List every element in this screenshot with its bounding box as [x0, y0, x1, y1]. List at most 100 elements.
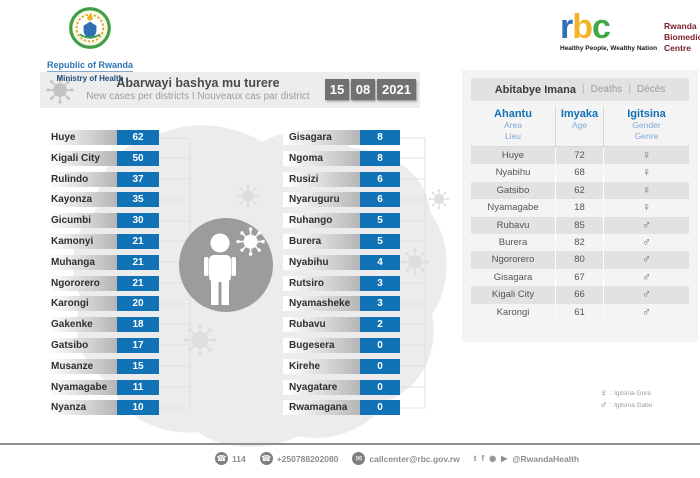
case-row: Nyanza 10	[45, 400, 159, 416]
case-row: Nyamasheke 3	[283, 296, 400, 312]
case-count-badge: 20	[117, 296, 159, 312]
phone-icon: ☎	[215, 452, 228, 465]
death-age: 62	[555, 181, 603, 200]
death-table-row: Rubavu 85 ♂	[471, 216, 689, 234]
ministry-country-label: Republic of Rwanda	[46, 60, 133, 72]
case-row: Burera 5	[283, 233, 400, 249]
death-age: 80	[555, 251, 603, 269]
death-age: 72	[555, 147, 603, 165]
case-row: Nyabihu 4	[283, 254, 400, 270]
deaths-title-en: Deaths	[590, 84, 623, 95]
footer-divider	[0, 443, 700, 445]
case-count-badge: 17	[117, 337, 159, 353]
gender-symbol: ♂	[603, 268, 689, 287]
death-area: Kigali City	[491, 289, 535, 301]
death-area: Nyabihu	[495, 167, 531, 179]
district-label: Rubavu	[283, 317, 360, 333]
gender-symbol: ♀	[603, 199, 689, 217]
column-header-gender: Igitsina Gender Genre	[603, 106, 689, 147]
rbc-wordmark: rbc	[560, 8, 611, 46]
case-count-badge: 4	[360, 254, 400, 270]
case-row: Ngoma 8	[283, 150, 400, 166]
death-age: 18	[555, 199, 603, 217]
case-row: Rwamagana 0	[283, 400, 400, 416]
case-row: Gatsibo 17	[45, 337, 159, 353]
death-area: Huye	[501, 150, 525, 161]
case-row: Gicumbi 30	[45, 213, 159, 229]
district-label: Kamonyi	[45, 233, 117, 249]
deaths-panel: Abitabye Imana | Deaths | Décès Ahantu A…	[462, 70, 698, 342]
case-count-badge: 2	[360, 317, 400, 333]
case-count-badge: 21	[117, 254, 159, 270]
cases-column-left: Huye 62 Kigali City 50 Rulindo 37 Kayonz…	[45, 130, 159, 416]
case-row: Musanze 15	[45, 358, 159, 374]
instagram-icon: ◉	[489, 454, 497, 463]
case-count-badge: 62	[117, 130, 159, 145]
deaths-title-rw: Abitabye Imana	[494, 83, 577, 96]
district-label: Nyagatare	[283, 379, 360, 395]
death-table-row: Gisagara 67 ♂	[471, 268, 689, 287]
deaths-table-header: Ahantu Area Lieu Imyaka Age Igitsina Gen…	[471, 106, 689, 148]
gender-symbol: ♂	[603, 303, 689, 321]
footer-contact-bar: ☎ 114 ☎ +250788202080 ✉ callcenter@rbc.g…	[215, 452, 579, 465]
hotline: ☎ 114	[215, 452, 246, 465]
rbc-logo: rbc Healthy People, Wealthy Nation Rwand…	[560, 8, 700, 54]
death-area: Ngororero	[491, 254, 535, 266]
district-label: Kirehe	[283, 358, 360, 374]
gender-legend: ♀ : Igitsina Gore ♂ : Igitsina Gabo	[600, 387, 652, 411]
gender-symbol: ♀	[603, 164, 689, 182]
case-row: Nyagatare 0	[283, 379, 400, 395]
case-row: Ngororero 21	[45, 275, 159, 291]
person-icon	[204, 226, 266, 305]
case-row: Gakenke 18	[45, 317, 159, 333]
case-row: Rubavu 2	[283, 317, 400, 333]
case-count-badge: 5	[360, 213, 400, 229]
death-table-row: Karongi 61 ♂	[471, 303, 689, 321]
district-label: Rusizi	[283, 171, 360, 187]
case-count-badge: 5	[360, 233, 400, 249]
report-date: 15 08 2021	[325, 79, 416, 100]
case-count-badge: 50	[117, 150, 159, 166]
youtube-icon: ▶	[501, 454, 508, 463]
district-label: Ruhango	[283, 213, 360, 229]
case-count-badge: 0	[360, 358, 400, 374]
case-count-badge: 10	[117, 400, 159, 416]
email-icon: ✉	[352, 452, 366, 465]
district-label: Musanze	[45, 358, 117, 374]
case-count-badge: 0	[360, 337, 400, 353]
death-table-row: Gatsibo 62 ♀	[471, 181, 689, 200]
case-row: Kirehe 0	[283, 358, 400, 374]
case-row: Bugesera 0	[283, 337, 400, 353]
case-row: Gisagara 8	[283, 130, 400, 145]
rbc-tagline: Healthy People, Wealthy Nation	[560, 45, 658, 52]
legend-male: ♂ : Igitsina Gabo	[600, 399, 653, 411]
social-media: t f ◉ ▶ @RwandaHealth	[474, 454, 579, 464]
case-row: Karongi 20	[45, 296, 159, 312]
district-label: Ngororero	[45, 275, 117, 291]
deaths-title-fr: Décès	[636, 84, 666, 95]
case-row: Rulindo 37	[45, 171, 159, 187]
district-label: Gakenke	[45, 317, 117, 333]
case-count-badge: 0	[360, 400, 400, 416]
death-table-row: Nyabihu 68 ♀	[471, 164, 689, 182]
case-count-badge: 6	[360, 192, 400, 208]
case-count-badge: 6	[360, 171, 400, 187]
case-row: Rusizi 6	[283, 171, 400, 187]
social-handle: @RwandaHealth	[512, 453, 580, 464]
male-icon: ♂	[600, 399, 608, 411]
case-row: Rutsiro 3	[283, 275, 400, 291]
district-label: Ngoma	[283, 150, 360, 166]
case-row: Ruhango 5	[283, 213, 400, 229]
cases-column-right: Gisagara 8 Ngoma 8 Rusizi 6 Nyaruguru 6 …	[283, 130, 400, 416]
death-area: Gatsibo	[496, 184, 530, 196]
case-count-badge: 21	[117, 233, 159, 249]
case-count-badge: 3	[360, 275, 400, 291]
phone-number: +250788202080	[276, 453, 339, 464]
gender-symbol: ♀	[603, 181, 689, 200]
district-label: Kayonza	[45, 192, 117, 208]
death-age: 68	[555, 164, 603, 182]
case-row: Nyamagabe 11	[45, 379, 159, 395]
date-year: 2021	[377, 79, 416, 100]
death-age: 82	[555, 233, 603, 252]
